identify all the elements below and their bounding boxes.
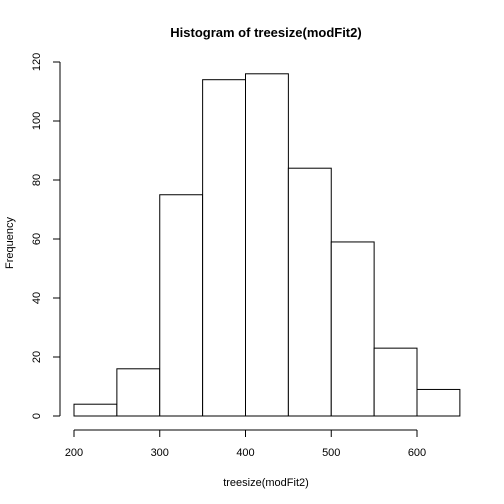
bars-group	[73, 73, 461, 417]
x-axis-label: treesize(modFit2)	[223, 477, 309, 489]
x-tick-label-600: 600	[408, 447, 426, 459]
y-tick-label-60: 60	[31, 233, 43, 245]
y-tick-label-40: 40	[31, 292, 43, 304]
y-tick-label-80: 80	[31, 174, 43, 186]
y-axis-label: Frequency	[4, 217, 16, 269]
histogram-bar-7	[330, 241, 375, 417]
histogram-bar-5	[245, 73, 289, 417]
y-tick-label-120: 120	[31, 53, 43, 71]
chart-title: Histogram of treesize(modFit2)	[170, 25, 361, 40]
histogram-bar-9	[416, 388, 461, 417]
y-tick-label-20: 20	[31, 351, 43, 363]
x-tick-label-500: 500	[322, 447, 340, 459]
histogram-bar-4	[202, 79, 246, 417]
x-tick-label-400: 400	[236, 447, 254, 459]
x-tick-label-200: 200	[65, 447, 83, 459]
histogram-bar-6	[287, 167, 332, 417]
x-axis: 200 300 400 500 600	[65, 429, 426, 459]
y-tick-label-100: 100	[31, 112, 43, 130]
histogram-bar-1	[73, 403, 118, 417]
y-tick-label-0: 0	[31, 413, 43, 419]
histogram-bar-3	[159, 194, 204, 417]
histogram-bar-2	[116, 368, 161, 417]
y-axis: 0 20 40 60 80 100 120	[31, 53, 61, 419]
x-tick-label-300: 300	[151, 447, 169, 459]
histogram-bar-8	[373, 347, 418, 417]
